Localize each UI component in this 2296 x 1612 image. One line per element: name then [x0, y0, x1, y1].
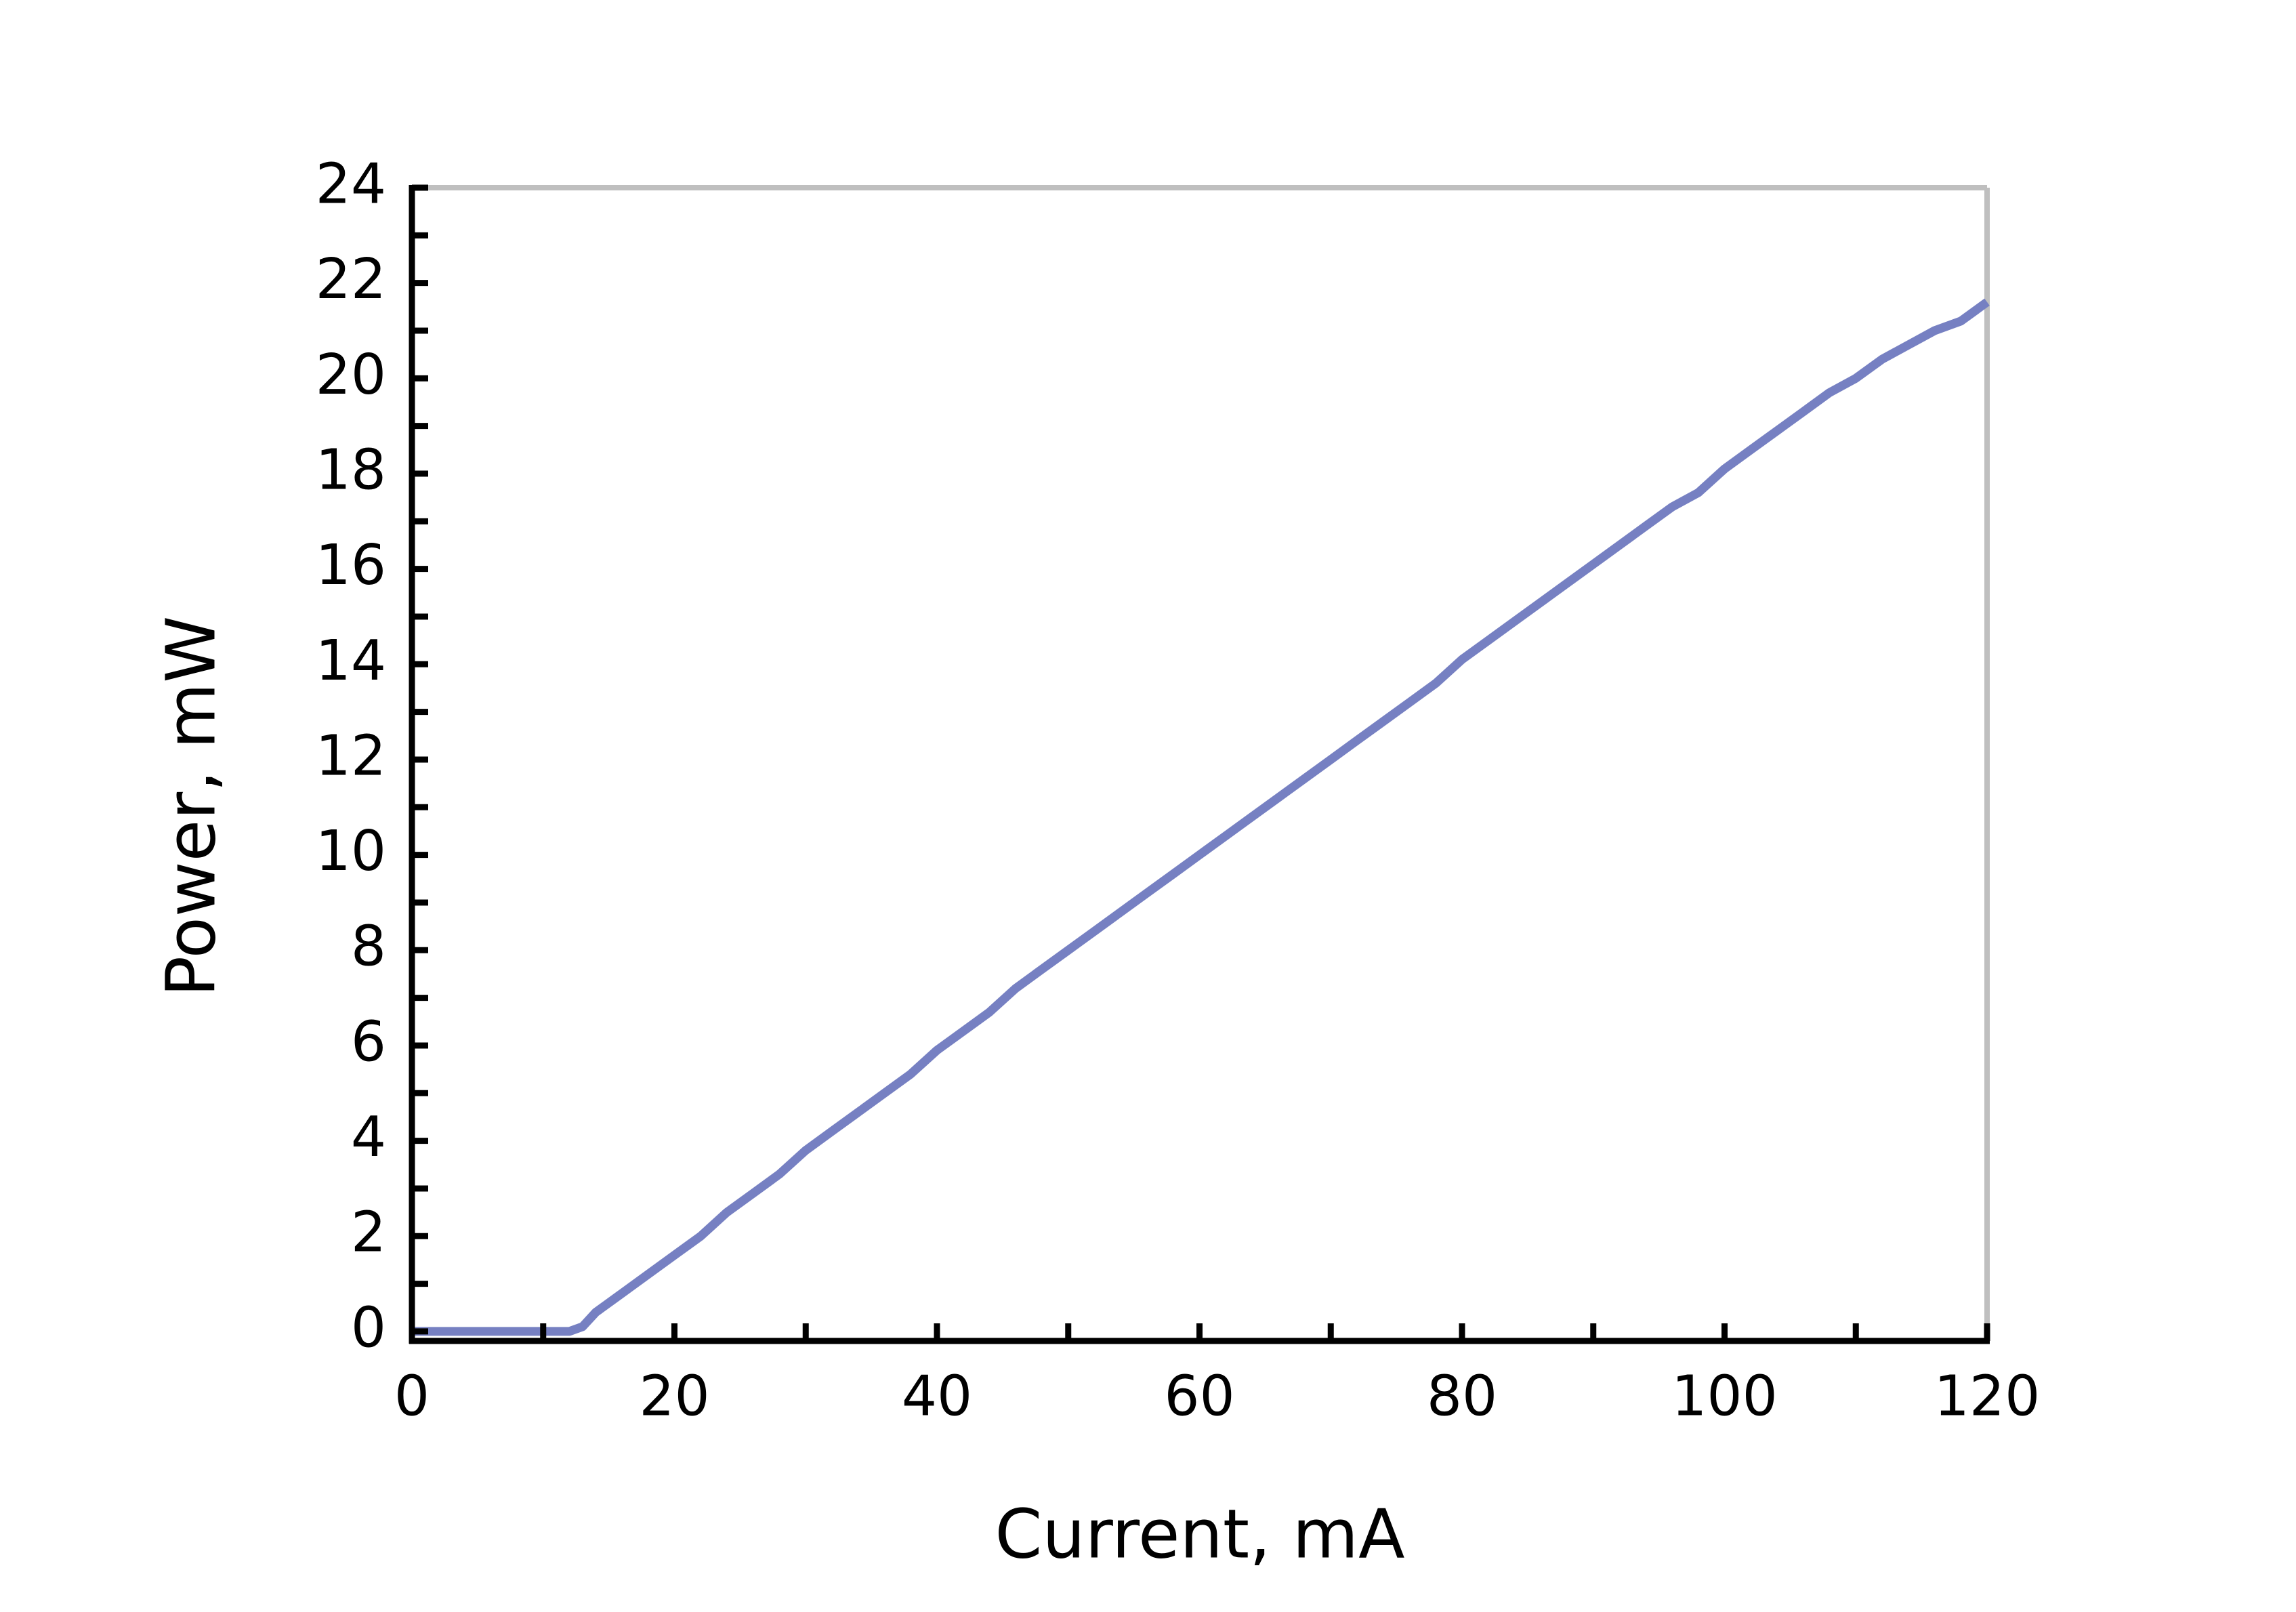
- y-tick-label: 0: [351, 1296, 386, 1360]
- y-tick-label: 10: [316, 819, 386, 884]
- y-tick-label: 24: [316, 152, 386, 216]
- y-tick-label: 16: [316, 533, 386, 598]
- y-tick-label: 6: [351, 1010, 386, 1074]
- y-tick-label: 22: [316, 247, 386, 312]
- x-axis-title: Current, mA: [995, 1494, 1405, 1573]
- x-tick-label: 0: [394, 1364, 430, 1428]
- x-tick-label: 100: [1671, 1364, 1778, 1428]
- y-tick-label: 4: [351, 1105, 386, 1170]
- y-tick-label: 14: [316, 629, 386, 693]
- y-tick-label: 18: [316, 438, 386, 502]
- y-tick-label: 12: [316, 724, 386, 788]
- x-tick-label: 40: [902, 1364, 972, 1428]
- x-tick-label: 120: [1934, 1364, 2041, 1428]
- y-tick-label: 20: [316, 343, 386, 407]
- y-axis-title: Power, mW: [151, 616, 230, 997]
- data-line: [412, 298, 1990, 1336]
- y-tick-label: 8: [351, 915, 386, 979]
- y-tick-label: 2: [351, 1201, 386, 1265]
- x-tick-label: 20: [639, 1364, 709, 1428]
- x-tick-label: 60: [1164, 1364, 1234, 1428]
- x-tick-label: 80: [1427, 1364, 1497, 1428]
